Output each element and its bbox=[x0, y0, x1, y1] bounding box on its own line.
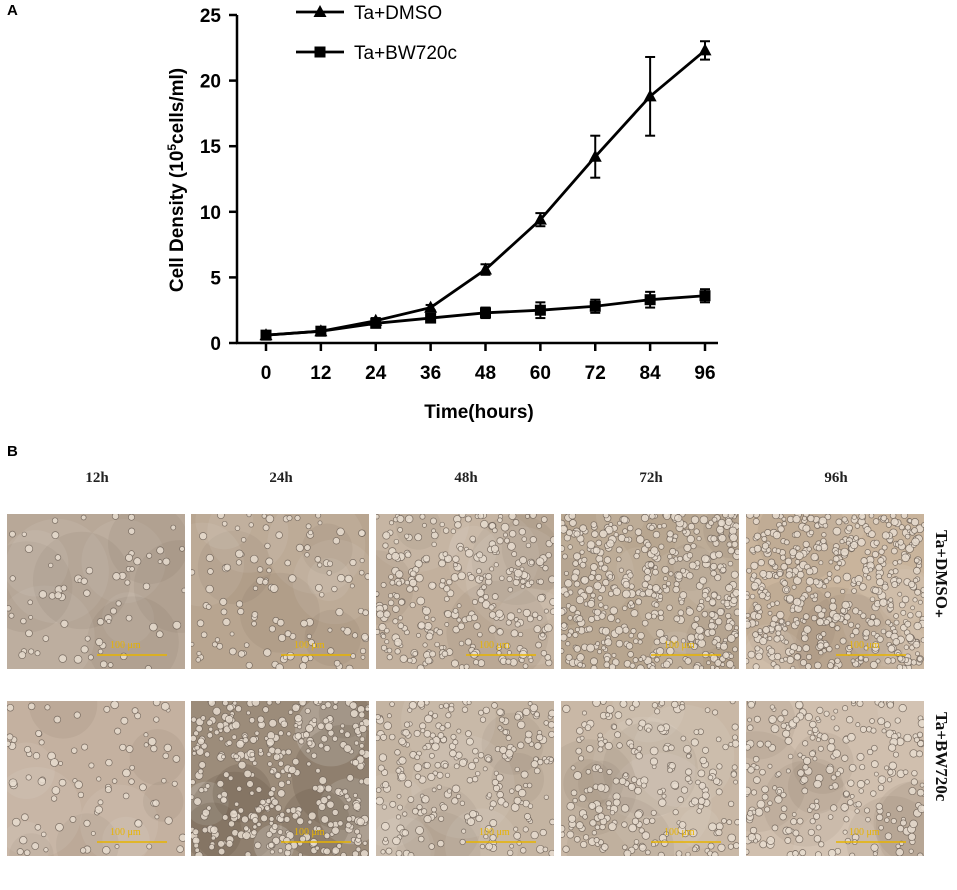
y-tick-label: 25 bbox=[200, 6, 222, 27]
y-tick-label: 20 bbox=[200, 72, 221, 93]
micrograph-tile: 100 μm bbox=[191, 514, 369, 669]
data-point bbox=[370, 317, 382, 329]
cell-field bbox=[746, 701, 924, 856]
data-point bbox=[479, 262, 492, 275]
data-point bbox=[699, 290, 711, 302]
row-label-dmso: Ta+DMSO₊ bbox=[931, 530, 951, 618]
scale-bar-label: 100 μm bbox=[110, 827, 141, 838]
data-point bbox=[644, 294, 656, 306]
scale-bar-label: 100 μm bbox=[294, 640, 325, 651]
data-point bbox=[534, 304, 546, 316]
legend-label: Ta+BW720c bbox=[354, 43, 457, 64]
data-point bbox=[315, 325, 327, 337]
data-point bbox=[424, 300, 438, 313]
chart-legend: Ta+DMSO Ta+BW720c bbox=[296, 3, 457, 64]
scale-bar-label: 100 μm bbox=[110, 640, 141, 651]
timepoint-header: 12h bbox=[85, 470, 109, 486]
timepoint-header: 96h bbox=[824, 470, 848, 486]
series-line bbox=[265, 49, 706, 337]
micrograph-tile: 100 μm bbox=[746, 701, 924, 856]
micrograph-tile: 100 μm bbox=[561, 514, 739, 669]
data-point bbox=[698, 43, 712, 56]
cell-field bbox=[191, 701, 369, 856]
data-point bbox=[425, 312, 437, 324]
cell-field bbox=[561, 701, 739, 856]
cell-field bbox=[191, 514, 369, 669]
cell-field bbox=[7, 701, 185, 856]
data-point bbox=[480, 307, 491, 319]
micrograph-tile: 100 μm bbox=[7, 701, 185, 856]
row-label-dmso-text: Ta+DMSO bbox=[932, 530, 951, 609]
growth-curve-chart: 0 5 10 15 20 25 0 12 24 36 48 60 72 84 96 Ta+DMSO Ta+BW… bbox=[165, 3, 718, 423]
x-tick-label: 36 bbox=[420, 363, 441, 384]
data-point bbox=[589, 300, 601, 312]
chart-axes: 0 5 10 15 20 25 0 12 24 36 48 60 72 84 96 bbox=[200, 6, 718, 384]
y-tick-label: 15 bbox=[200, 137, 222, 158]
x-tick-label: 48 bbox=[475, 363, 496, 384]
scale-bar-label: 100 μm bbox=[849, 640, 880, 651]
y-axis-label: Cell Density (105cells/ml) bbox=[165, 68, 188, 292]
data-point bbox=[533, 212, 547, 225]
legend-marker bbox=[314, 46, 326, 58]
series-square bbox=[260, 288, 711, 341]
x-tick-label: 60 bbox=[530, 363, 551, 384]
x-tick-label: 84 bbox=[640, 363, 662, 384]
scale-bar-label: 100 μm bbox=[664, 827, 695, 838]
x-axis-label: Time(hours) bbox=[424, 402, 533, 423]
x-tick-label: 72 bbox=[585, 363, 606, 384]
micrograph-tile: 100 μm bbox=[376, 514, 554, 669]
y-tick-label: 0 bbox=[210, 334, 221, 355]
y-tick-label: 5 bbox=[210, 268, 221, 289]
data-point bbox=[260, 329, 272, 341]
scale-bar-label: 100 μm bbox=[849, 827, 880, 838]
data-point bbox=[588, 149, 602, 162]
data-point bbox=[643, 89, 657, 102]
scale-bar-label: 100 μm bbox=[664, 640, 695, 651]
micrograph-tile: 100 μm bbox=[191, 701, 369, 856]
timepoint-header: 24h bbox=[269, 470, 293, 486]
x-tick-label: 0 bbox=[261, 363, 272, 384]
y-axis-label-end: cells/ml) bbox=[167, 68, 188, 144]
cell-field bbox=[746, 514, 924, 669]
row-label-dmso-suffix: ₊ bbox=[932, 608, 951, 618]
legend-marker bbox=[313, 5, 327, 17]
micrograph-tile: 100 μm bbox=[561, 701, 739, 856]
cell-field bbox=[376, 514, 554, 669]
cell-field bbox=[7, 514, 185, 669]
scale-bar-label: 100 μm bbox=[479, 827, 510, 838]
panel-b-label: B bbox=[7, 443, 18, 460]
scale-bar-label: 100 μm bbox=[479, 640, 510, 651]
micrograph-tile: 100 μm bbox=[376, 701, 554, 856]
cell-field bbox=[561, 514, 739, 669]
row-label-bw720c: Ta+BW720c bbox=[932, 712, 951, 802]
x-tick-label: 12 bbox=[310, 363, 331, 384]
y-axis-label-superscript: 5 bbox=[165, 144, 179, 151]
micrograph-tile: 100 μm bbox=[7, 514, 185, 669]
series-triangle bbox=[259, 40, 712, 341]
legend-label: Ta+DMSO bbox=[354, 3, 442, 24]
timepoint-header: 48h bbox=[454, 470, 478, 486]
x-tick-label: 24 bbox=[365, 363, 387, 384]
timepoint-header: 72h bbox=[639, 470, 663, 486]
panel-a-label: A bbox=[7, 2, 18, 19]
scale-bar-label: 100 μm bbox=[294, 827, 325, 838]
chart-series-layer bbox=[259, 40, 712, 341]
x-tick-label: 96 bbox=[694, 363, 715, 384]
y-axis-label-main: Cell Density (10 bbox=[167, 151, 188, 293]
micrograph-tile: 100 μm bbox=[746, 514, 924, 669]
cell-field bbox=[376, 701, 554, 856]
y-tick-label: 10 bbox=[200, 203, 221, 224]
